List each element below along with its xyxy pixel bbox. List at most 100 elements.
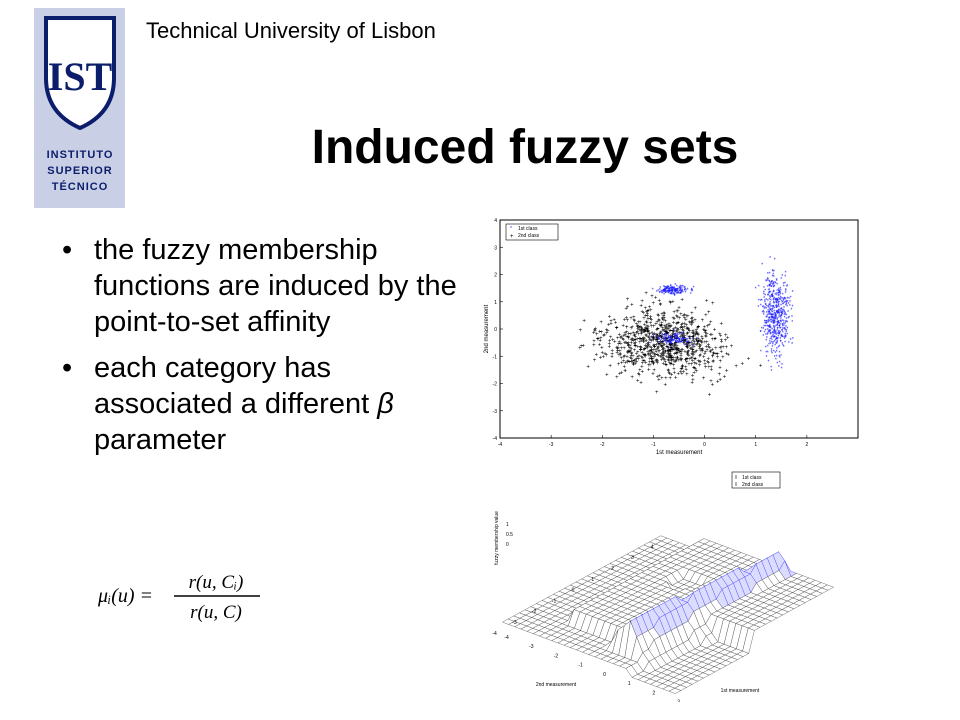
- point: *: [772, 335, 774, 341]
- point: *: [772, 341, 774, 347]
- point: *: [782, 325, 784, 331]
- point: +: [633, 333, 637, 339]
- point: *: [684, 288, 686, 294]
- point: *: [663, 291, 665, 297]
- point: +: [665, 354, 669, 360]
- point: +: [600, 330, 604, 336]
- point: *: [674, 290, 676, 296]
- point: +: [652, 361, 656, 367]
- point: +: [708, 346, 712, 352]
- point: *: [766, 355, 768, 361]
- point: +: [681, 333, 685, 339]
- point: *: [785, 314, 787, 320]
- point: +: [667, 349, 671, 355]
- point: *: [773, 330, 775, 336]
- point: +: [682, 340, 686, 346]
- point: *: [770, 350, 772, 356]
- point: +: [633, 338, 637, 344]
- point: +: [696, 332, 700, 338]
- point: +: [685, 343, 689, 349]
- point: +: [628, 346, 632, 352]
- point: +: [688, 321, 692, 327]
- point: +: [640, 355, 644, 361]
- point: +: [706, 324, 710, 330]
- point: +: [624, 307, 628, 313]
- point: +: [628, 356, 632, 362]
- point: *: [670, 338, 672, 344]
- point: +: [688, 329, 692, 335]
- point: +: [697, 333, 701, 339]
- point: +: [643, 329, 647, 335]
- point: *: [652, 333, 654, 339]
- point: *: [677, 290, 679, 296]
- point: *: [774, 281, 776, 287]
- point: *: [776, 324, 778, 330]
- point: +: [676, 348, 680, 354]
- point: +: [593, 328, 597, 334]
- point: +: [608, 342, 612, 348]
- y-tick-label: 1: [591, 577, 594, 583]
- point: *: [777, 310, 779, 316]
- point: +: [669, 350, 673, 356]
- point: +: [646, 311, 650, 317]
- point: +: [662, 347, 666, 353]
- point: *: [776, 292, 778, 298]
- point: *: [773, 340, 775, 346]
- point: +: [645, 320, 649, 326]
- point: +: [656, 347, 660, 353]
- point: *: [675, 339, 677, 345]
- point: +: [662, 349, 666, 355]
- point: +: [693, 361, 697, 367]
- point: +: [690, 341, 694, 347]
- point: +: [644, 339, 648, 345]
- legend-label-2: 2nd class: [742, 482, 764, 488]
- point: *: [672, 287, 674, 293]
- point: *: [659, 291, 661, 297]
- point: +: [673, 336, 677, 342]
- surface-cell: [668, 688, 682, 694]
- point: *: [784, 336, 786, 342]
- point: *: [774, 325, 776, 331]
- point: +: [622, 333, 626, 339]
- point: +: [675, 337, 679, 343]
- point: *: [678, 290, 680, 296]
- point: *: [770, 282, 772, 288]
- point: +: [667, 370, 671, 376]
- point: +: [668, 355, 672, 361]
- point: +: [682, 370, 686, 376]
- point: *: [670, 341, 672, 347]
- point: *: [768, 325, 770, 331]
- point: *: [776, 329, 778, 335]
- point: +: [638, 336, 642, 342]
- point: +: [683, 322, 687, 328]
- point: +: [680, 350, 684, 356]
- point: *: [675, 334, 677, 340]
- point: *: [671, 343, 673, 349]
- point: *: [665, 291, 667, 297]
- point: +: [640, 331, 644, 337]
- point: *: [683, 286, 685, 292]
- point: *: [783, 313, 785, 319]
- point: *: [779, 291, 781, 297]
- y-tick-label: 4: [651, 544, 654, 550]
- point: *: [663, 339, 665, 345]
- point: +: [691, 338, 695, 344]
- point: +: [626, 305, 630, 311]
- point: *: [778, 312, 780, 318]
- point: +: [669, 362, 673, 368]
- point: +: [694, 367, 698, 373]
- point: *: [777, 321, 779, 327]
- point: +: [671, 329, 675, 335]
- point: *: [667, 337, 669, 343]
- point: +: [582, 319, 586, 325]
- point: +: [630, 352, 634, 358]
- point: +: [698, 360, 702, 366]
- point: +: [636, 324, 640, 330]
- point: *: [784, 327, 786, 333]
- point: +: [700, 341, 704, 347]
- point: +: [649, 314, 653, 320]
- point: +: [656, 313, 660, 319]
- point: *: [780, 319, 782, 325]
- point: *: [773, 320, 775, 326]
- point: +: [669, 336, 673, 342]
